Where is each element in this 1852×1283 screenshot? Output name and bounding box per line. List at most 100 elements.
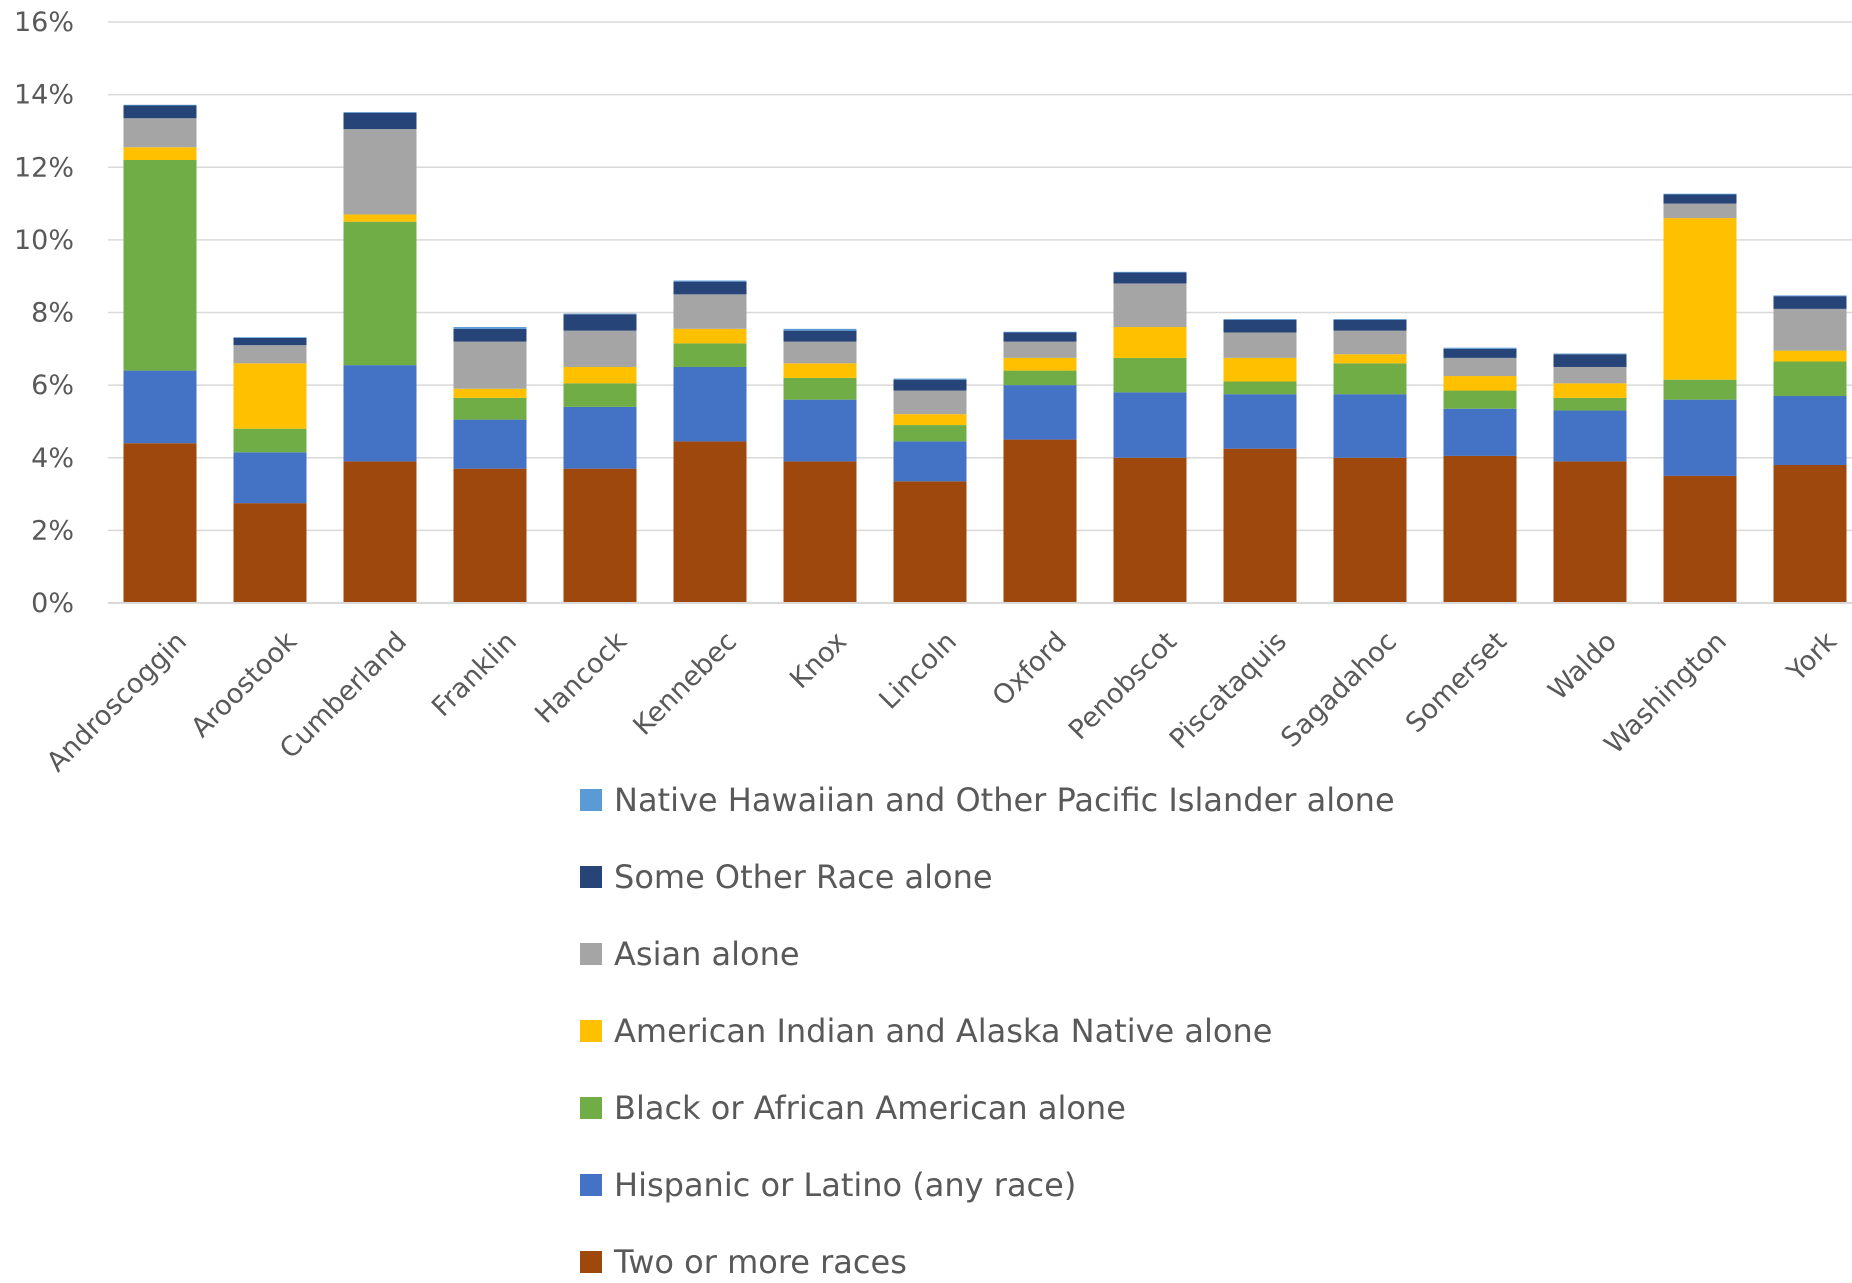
bar-segment [123, 370, 197, 444]
x-category-label: Franklin [426, 626, 523, 723]
bar-segment [1553, 353, 1627, 355]
bar-segment [1443, 347, 1517, 349]
x-category-label: Knox [784, 626, 853, 695]
bar-segment [233, 345, 307, 364]
bar-segment [1003, 332, 1077, 342]
bar-segment [1113, 271, 1187, 273]
bar-segment [1223, 448, 1297, 603]
y-tick-label: 16% [14, 7, 74, 38]
legend-label: Black or African American alone [614, 1089, 1126, 1127]
legend-item: Black or African American alone [580, 1088, 1126, 1128]
bar-segment [563, 314, 637, 331]
bar-segment [1113, 327, 1187, 358]
legend-label: Two or more races [614, 1243, 907, 1281]
bar-segment [1773, 295, 1847, 297]
legend-label: Native Hawaiian and Other Pacific Island… [614, 781, 1395, 819]
bar-segment [1443, 348, 1517, 358]
bar-segment [783, 341, 857, 364]
bar-segment [233, 337, 307, 346]
bar-segment [1113, 272, 1187, 284]
bar-segment [453, 328, 527, 342]
bar-segment [1773, 296, 1847, 309]
bar-segment [893, 390, 967, 415]
bar-segment [1113, 392, 1187, 458]
bar-segment [893, 425, 967, 442]
bar-segment [343, 129, 417, 215]
bar-segment [893, 379, 967, 391]
legend-item: Two or more races [580, 1242, 907, 1282]
stacked-bar-chart: 0% 2% 4% 6% 8% 10% 12% 14% 16% AndroscogginAroos… [14, 7, 1852, 778]
bar-segment [123, 118, 197, 148]
bar-segment [233, 503, 307, 603]
bar-segment [563, 383, 637, 407]
bar-segment [453, 468, 527, 603]
bar-segment [1443, 357, 1517, 377]
bar-segment [1443, 390, 1517, 409]
bar-segment [1113, 283, 1187, 328]
bar-segment [1663, 399, 1737, 476]
bar-segment [1553, 354, 1627, 367]
y-tick-label: 6% [31, 370, 74, 401]
bar-segment [123, 105, 197, 119]
y-tick-label: 14% [14, 80, 74, 111]
bar-segment [233, 452, 307, 504]
bar-segment [1333, 319, 1407, 320]
legend-item: Native Hawaiian and Other Pacific Island… [580, 780, 1395, 820]
bar-segment [1443, 455, 1517, 603]
bar-segment [453, 341, 527, 389]
x-category-label: Piscataquis [1164, 626, 1293, 755]
y-axis-tick-labels: 0% 2% 4% 6% 8% 10% 12% 14% 16% [14, 7, 74, 619]
legend-swatch [580, 1174, 602, 1196]
bar-segment [453, 419, 527, 469]
legend-item: Hispanic or Latino (any race) [580, 1165, 1076, 1205]
bar-segment [1553, 461, 1627, 603]
bar-segment [1223, 319, 1297, 333]
x-category-label: Somerset [1400, 626, 1513, 739]
bar-segment [783, 363, 857, 378]
bar-segment [1663, 379, 1737, 400]
x-category-label: Lincoln [873, 626, 963, 716]
bar-series [123, 104, 1847, 603]
bar-segment [1333, 354, 1407, 364]
bar-segment [673, 366, 747, 442]
x-category-label: Aroostook [185, 626, 303, 744]
y-tick-label: 2% [31, 515, 74, 546]
bar-segment [123, 159, 197, 371]
bar-segment [673, 343, 747, 367]
legend-label: Asian alone [614, 935, 800, 973]
bar-segment [1553, 410, 1627, 462]
bar-segment [1003, 439, 1077, 603]
bar-segment [1223, 332, 1297, 358]
bar-segment [673, 280, 747, 282]
bar-segment [1663, 475, 1737, 603]
bar-segment [1773, 350, 1847, 362]
bar-segment [1333, 457, 1407, 603]
legend-item: Asian alone [580, 934, 800, 974]
bar-segment [233, 363, 307, 429]
bar-segment [1663, 203, 1737, 219]
bar-segment [893, 481, 967, 603]
bar-segment [783, 399, 857, 462]
bar-segment [1003, 385, 1077, 440]
bar-segment [563, 366, 637, 384]
bar-segment [1443, 408, 1517, 456]
bar-segment [1773, 361, 1847, 397]
x-category-label: Oxford [987, 626, 1073, 712]
bar-segment [1333, 330, 1407, 355]
bar-segment [1113, 357, 1187, 393]
bar-segment [783, 377, 857, 400]
bar-segment [1223, 319, 1297, 320]
y-tick-label: 12% [14, 152, 74, 183]
bar-segment [123, 443, 197, 603]
bar-segment [1553, 383, 1627, 398]
bar-segment [123, 104, 197, 106]
y-tick-label: 4% [31, 443, 74, 474]
y-tick-label: 8% [31, 298, 74, 329]
bar-segment [1663, 193, 1737, 195]
bar-segment [1223, 394, 1297, 449]
bar-segment [563, 468, 637, 603]
bar-segment [563, 330, 637, 367]
bar-segment [453, 397, 527, 420]
bar-segment [893, 441, 967, 482]
